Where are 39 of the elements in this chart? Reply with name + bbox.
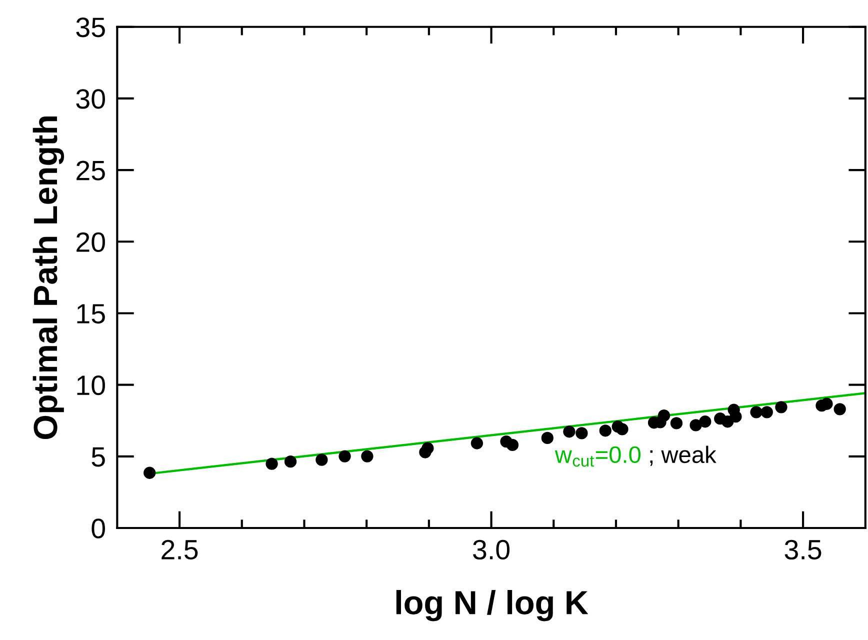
y-tick-label: 0 — [92, 518, 105, 538]
point — [775, 401, 788, 414]
point — [563, 426, 576, 438]
point — [361, 450, 374, 462]
point — [506, 438, 519, 452]
point — [599, 424, 612, 437]
y-tick-label: 15 — [77, 304, 105, 324]
x-tick-label: 2.5 — [162, 540, 198, 560]
point — [470, 437, 484, 450]
y-tick-label: 30 — [76, 89, 105, 109]
y-tick-label: 20 — [76, 232, 105, 252]
point — [834, 403, 846, 416]
point — [760, 406, 773, 418]
point — [284, 455, 297, 468]
point — [316, 454, 328, 466]
point — [616, 423, 628, 436]
y-tick-label: 5 — [92, 447, 105, 467]
point — [422, 442, 434, 454]
point — [144, 466, 156, 479]
x-tick-label: 3.5 — [784, 540, 822, 560]
point — [730, 410, 742, 423]
point — [266, 458, 278, 470]
x-tick-label: 3.0 — [473, 540, 510, 560]
annotation: ; weak — [650, 446, 716, 466]
point — [658, 410, 670, 422]
point — [750, 406, 762, 418]
y-tick-label: 35 — [76, 18, 105, 38]
annotation: w$_{cut}$=0.0 — [554, 446, 641, 467]
y-tick-label: 25 — [76, 160, 105, 180]
point — [699, 416, 712, 428]
y-axis-title: Optimal Path Length — [32, 116, 64, 440]
point — [690, 419, 702, 432]
point — [541, 432, 554, 444]
point — [576, 427, 588, 440]
y-tick-label: 10 — [77, 375, 105, 396]
point — [338, 450, 351, 462]
x-axis-title: log N / log K — [396, 590, 588, 622]
point — [820, 398, 833, 410]
point — [670, 417, 683, 430]
